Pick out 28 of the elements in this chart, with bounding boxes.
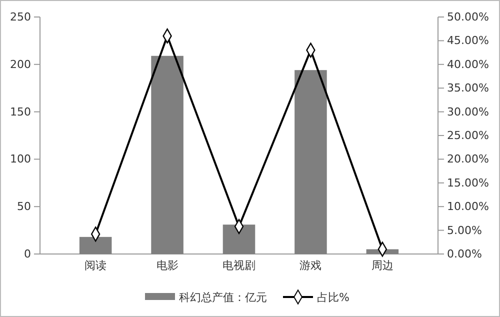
y-tick-label: 250 [10, 10, 31, 24]
x-tick-label: 电影 [156, 259, 178, 272]
x-tick-label: 周边 [371, 259, 394, 272]
y2-tick-label: 50.00% [447, 10, 489, 24]
bar [79, 236, 112, 254]
y2-tick-label: 45.00% [447, 34, 489, 48]
y2-tick-label: 30.00% [447, 105, 489, 118]
y2-tick-label: 25.00% [447, 129, 489, 142]
y2-tick-label: 40.00% [447, 58, 489, 71]
y2-tick-label: 15.00% [447, 176, 489, 190]
y-tick-label: 200 [10, 58, 31, 71]
bar [294, 70, 327, 254]
x-tick-label: 电视剧 [222, 259, 256, 272]
legend-label: 科幻总产值：亿元 [179, 291, 267, 304]
legend-label: 占比% [317, 291, 350, 304]
y2-tick-label: 0.00% [447, 248, 482, 261]
y-tick-label: 100 [10, 152, 31, 166]
bar [151, 56, 184, 254]
y-tick-label: 150 [10, 105, 31, 118]
bar [222, 224, 256, 254]
y-tick-label: 50 [17, 200, 31, 214]
x-tick-label: 游戏 [300, 259, 322, 272]
y2-tick-label: 20.00% [447, 152, 489, 166]
y-tick-label: 0 [24, 248, 31, 261]
y2-tick-label: 10.00% [447, 200, 489, 214]
y2-tick-label: 5.00% [447, 224, 482, 237]
y2-tick-label: 35.00% [447, 82, 489, 95]
x-tick-label: 阅读 [84, 259, 107, 272]
